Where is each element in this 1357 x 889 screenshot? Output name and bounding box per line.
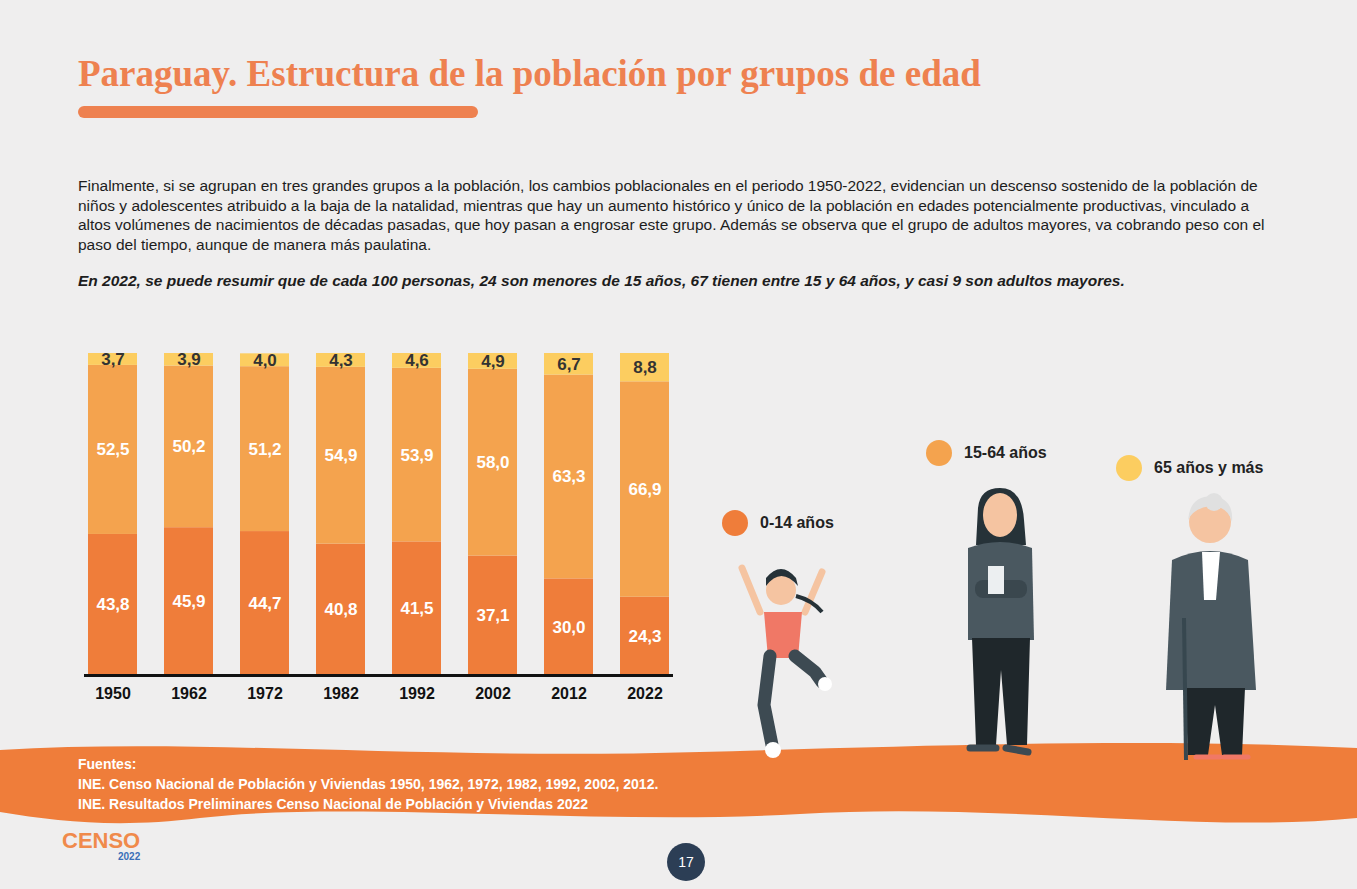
svg-text:54,9: 54,9 xyxy=(324,446,357,465)
svg-text:4,6: 4,6 xyxy=(405,351,429,370)
html-text:Finalmente, si se agrupan en t: Finalmente, si se agrupan en tres grande… xyxy=(78,177,1265,253)
svg-text:2022: 2022 xyxy=(627,685,663,702)
html-text:En 2022, se puede resumir que: En 2022, se puede resumir que de cada 10… xyxy=(78,272,1125,289)
svg-text:52,5: 52,5 xyxy=(96,440,129,459)
svg-text:40,8: 40,8 xyxy=(324,600,357,619)
svg-text:58,0: 58,0 xyxy=(476,453,509,472)
svg-text:44,7: 44,7 xyxy=(248,594,281,613)
html-text:INE. Resultados Preliminares C: INE. Resultados Preliminares Censo Nacio… xyxy=(78,796,589,812)
svg-text:4,3: 4,3 xyxy=(329,351,353,370)
svg-text:1972: 1972 xyxy=(247,685,283,702)
html-text:0-14 años: 0-14 años xyxy=(760,514,834,531)
svg-text:51,2: 51,2 xyxy=(248,440,281,459)
svg-text:24,3: 24,3 xyxy=(628,627,661,646)
svg-text:37,1: 37,1 xyxy=(476,606,509,625)
html-text:INE. Censo Nacional de Poblaci: INE. Censo Nacional de Población y Vivie… xyxy=(78,776,659,792)
html-text:Paraguay. Estructura de la pob: Paraguay. Estructura de la población por… xyxy=(78,53,981,94)
svg-text:63,3: 63,3 xyxy=(552,467,585,486)
svg-text:53,9: 53,9 xyxy=(400,446,433,465)
svg-text:41,5: 41,5 xyxy=(400,599,433,618)
svg-text:3,7: 3,7 xyxy=(101,350,125,369)
svg-text:8,8: 8,8 xyxy=(633,358,657,377)
svg-text:2002: 2002 xyxy=(475,685,511,702)
svg-text:45,9: 45,9 xyxy=(172,592,205,611)
html-text:2022: 2022 xyxy=(118,851,141,862)
svg-text:6,7: 6,7 xyxy=(557,355,581,374)
html-text:CENSO: CENSO xyxy=(62,828,141,853)
svg-text:1962: 1962 xyxy=(171,685,207,702)
svg-text:43,8: 43,8 xyxy=(96,595,129,614)
html-text:17: 17 xyxy=(678,854,694,870)
svg-text:50,2: 50,2 xyxy=(172,437,205,456)
svg-text:2012: 2012 xyxy=(551,685,587,702)
svg-text:4,9: 4,9 xyxy=(481,352,505,371)
svg-text:4,0: 4,0 xyxy=(253,351,277,370)
html-text:Fuentes:: Fuentes: xyxy=(78,756,137,772)
html-text:65 años y más: 65 años y más xyxy=(1154,459,1264,476)
svg-text:66,9: 66,9 xyxy=(628,480,661,499)
svg-text:3,9: 3,9 xyxy=(177,350,201,369)
svg-text:30,0: 30,0 xyxy=(552,618,585,637)
svg-text:1982: 1982 xyxy=(323,685,359,702)
svg-text:1950: 1950 xyxy=(95,685,131,702)
html-text:15-64 años: 15-64 años xyxy=(964,444,1047,461)
svg-text:1992: 1992 xyxy=(399,685,435,702)
